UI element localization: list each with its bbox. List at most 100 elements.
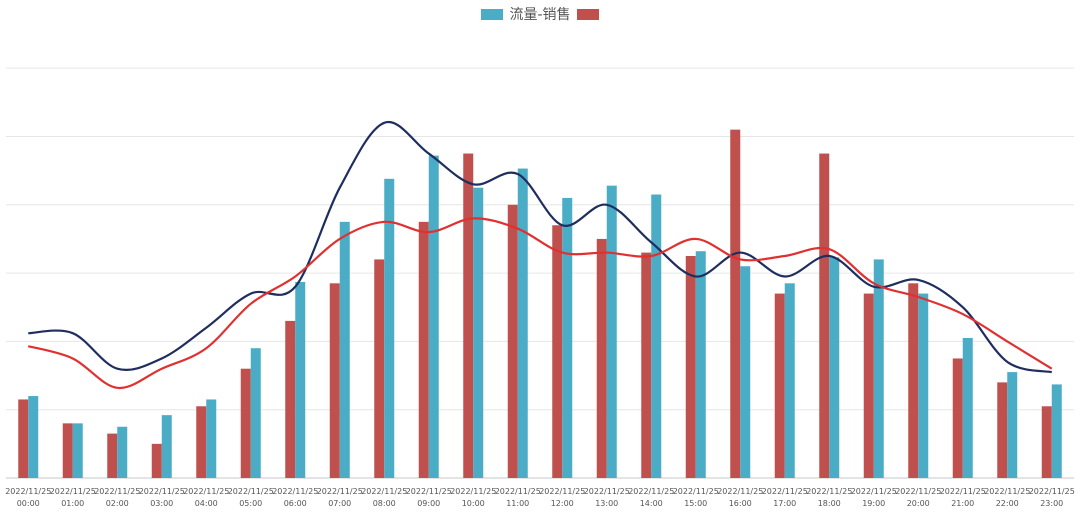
bar-teal — [206, 399, 217, 478]
bar-teal — [428, 155, 439, 478]
bar-teal — [606, 185, 617, 479]
x-tick-label-date: 2022/11/25 — [762, 487, 808, 496]
x-tick-label-date: 2022/11/25 — [361, 487, 407, 496]
x-tick-label-date: 2022/11/25 — [183, 487, 229, 496]
x-tick-label-date: 2022/11/25 — [895, 487, 941, 496]
x-tick-label-time: 19:00 — [862, 499, 885, 508]
x-tick-label-date: 2022/11/25 — [228, 487, 274, 496]
bar-teal — [339, 221, 350, 478]
bar-red — [285, 320, 296, 478]
bar-teal — [295, 281, 306, 478]
bar-teal — [1051, 384, 1062, 478]
bar-red — [463, 153, 474, 479]
bar-teal — [740, 266, 751, 478]
x-tick-label-time: 07:00 — [328, 499, 351, 508]
bar-teal — [695, 251, 706, 478]
trend-line-navy — [28, 120, 1052, 374]
bar-red — [151, 443, 162, 478]
bar-teal — [473, 187, 484, 478]
bar-teal — [784, 283, 795, 478]
x-tick-label-date: 2022/11/25 — [272, 487, 318, 496]
x-tick-label-date: 2022/11/25 — [940, 487, 986, 496]
x-tick-label-time: 21:00 — [951, 499, 974, 508]
x-tick-label-date: 2022/11/25 — [984, 487, 1030, 496]
bar-teal — [250, 348, 261, 478]
x-tick-label-time: 12:00 — [551, 499, 574, 508]
x-tick-label-time: 01:00 — [61, 499, 84, 508]
x-tick-label-time: 10:00 — [462, 499, 485, 508]
bar-teal — [962, 337, 973, 478]
x-tick-label-time: 13:00 — [595, 499, 618, 508]
bar-red — [18, 399, 29, 478]
bar-teal — [1007, 372, 1018, 478]
x-tick-label-time: 00:00 — [17, 499, 40, 508]
bar-red — [685, 256, 696, 478]
bar-red — [952, 358, 963, 478]
x-tick-label-time: 23:00 — [1040, 499, 1063, 508]
bar-red — [997, 382, 1008, 478]
bar-teal — [517, 168, 528, 478]
bar-teal — [873, 259, 884, 478]
legend-label: 流量-销售 — [509, 7, 571, 23]
bar-red — [730, 129, 741, 478]
x-tick-label-date: 2022/11/25 — [539, 487, 585, 496]
bar-teal — [117, 426, 128, 478]
x-tick-label-time: 03:00 — [150, 499, 173, 508]
bar-teal — [161, 415, 172, 478]
x-tick-label-time: 15:00 — [684, 499, 707, 508]
legend: 流量-销售 — [0, 4, 1080, 24]
x-tick-label-time: 02:00 — [106, 499, 129, 508]
bar-teal — [562, 197, 573, 478]
trend-line-red — [27, 217, 1053, 389]
x-tick-label-date: 2022/11/25 — [628, 487, 674, 496]
bar-red — [107, 433, 118, 478]
bar-teal — [384, 178, 395, 478]
x-tick-label-date: 2022/11/25 — [806, 487, 852, 496]
bar-red — [1041, 406, 1052, 478]
x-tick-label-time: 16:00 — [729, 499, 752, 508]
legend-swatch-teal — [481, 8, 504, 20]
bar-red — [196, 406, 207, 478]
x-tick-label-date: 2022/11/25 — [406, 487, 452, 496]
x-tick-label-time: 17:00 — [773, 499, 796, 508]
legend-swatch-red — [576, 8, 599, 20]
x-tick-label-date: 2022/11/25 — [717, 487, 763, 496]
bar-red — [507, 204, 518, 478]
x-tick-label-time: 14:00 — [640, 499, 663, 508]
bar-red — [908, 283, 919, 478]
bar-red — [418, 221, 429, 478]
bar-red — [62, 423, 73, 478]
bar-red — [329, 283, 340, 478]
x-tick-label-time: 05:00 — [239, 499, 262, 508]
bar-red — [863, 293, 874, 478]
x-tick-label-date: 2022/11/25 — [5, 487, 51, 496]
x-tick-label-time: 22:00 — [996, 499, 1019, 508]
x-tick-label-date: 2022/11/25 — [495, 487, 541, 496]
bar-teal — [72, 423, 83, 478]
x-tick-label-date: 2022/11/25 — [50, 487, 96, 496]
x-tick-label-date: 2022/11/25 — [851, 487, 897, 496]
bar-red — [774, 293, 785, 478]
bar-teal — [651, 194, 662, 478]
x-tick-label-time: 09:00 — [417, 499, 440, 508]
x-tick-label-date: 2022/11/25 — [317, 487, 363, 496]
bar-teal — [28, 396, 39, 478]
bar-red — [596, 238, 607, 478]
x-tick-label-time: 08:00 — [373, 499, 396, 508]
x-tick-label-time: 04:00 — [195, 499, 218, 508]
x-tick-label-time: 06:00 — [284, 499, 307, 508]
x-tick-label-date: 2022/11/25 — [139, 487, 185, 496]
x-tick-label-date: 2022/11/25 — [1029, 487, 1075, 496]
x-tick-label-time: 20:00 — [907, 499, 930, 508]
bar-red — [641, 252, 652, 478]
bar-red — [552, 225, 563, 478]
bar-teal — [918, 293, 929, 478]
x-tick-label-date: 2022/11/25 — [673, 487, 719, 496]
x-tick-label-date: 2022/11/25 — [450, 487, 496, 496]
bar-red — [374, 259, 385, 478]
bar-red — [819, 153, 830, 479]
x-tick-label-date: 2022/11/25 — [584, 487, 630, 496]
bar-red — [240, 368, 251, 478]
